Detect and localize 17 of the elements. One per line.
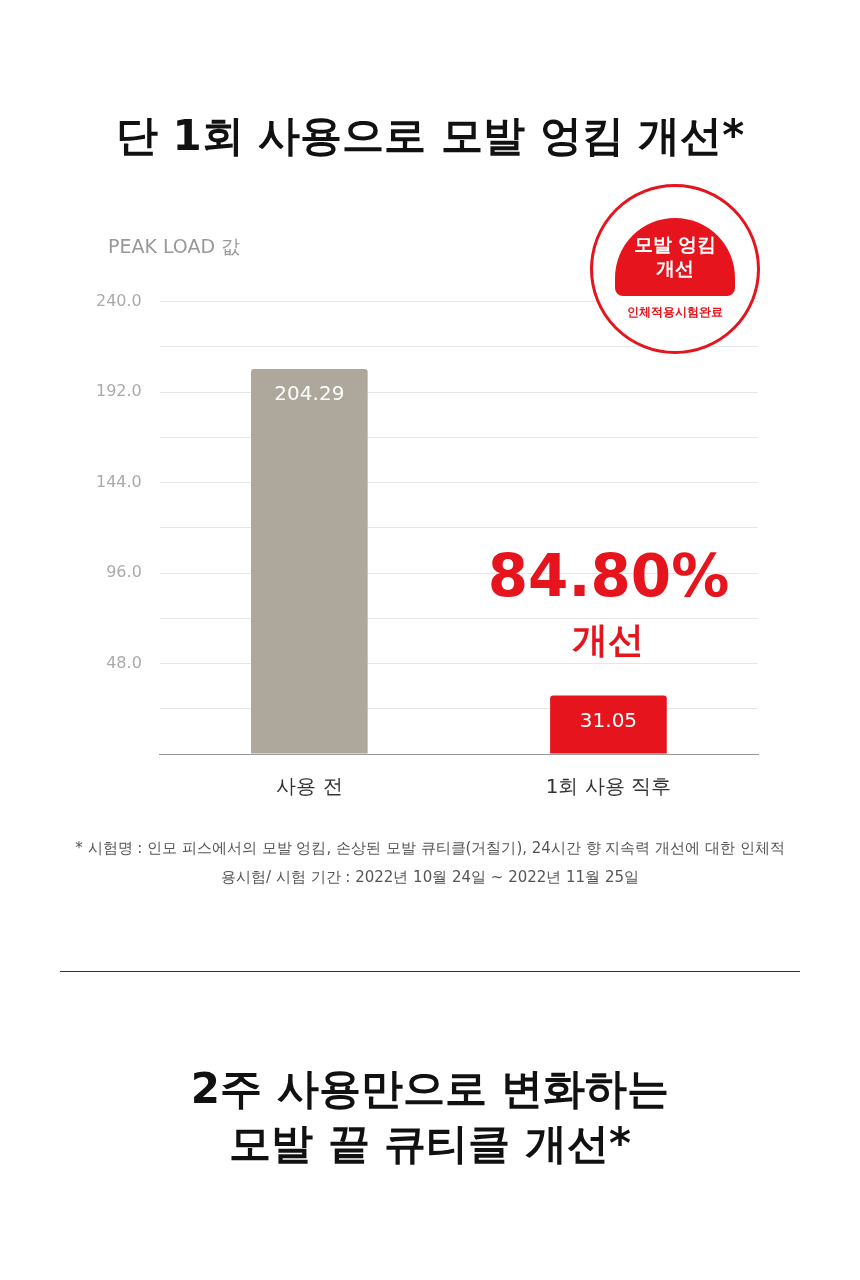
y-tick-label: 144.0 — [95, 471, 142, 491]
x-tick-label: 사용 전 — [276, 774, 343, 799]
annotation: 개선 — [572, 619, 645, 661]
text: * 시험명 : 인모 피스에서의 모발 엉킴, 손상된 모발 큐티클(거칠기), 24시간 향 지속력 개선에 대한 인체적용시험/ 시험 기간 : 2022년 10월 24일 ~ 2022년 11월 25일 — [74, 838, 786, 888]
data-label: 31.05 — [579, 707, 638, 732]
chart-title: 단 1회 사용으로 모발 엉킴 개선* — [114, 110, 746, 162]
text: 2주 사용만으로 변화하는 모발 끝 큐티클 개선* — [190, 1063, 670, 1170]
seal-badge: 모발 엉킴 개선 인체적용시험완료 — [590, 184, 760, 354]
y-tick-label: 192.0 — [95, 381, 142, 401]
y-tick-label: 48.0 — [106, 652, 142, 672]
x-tick-label: 1회 사용 직후 — [545, 774, 672, 799]
annotation: 인체적용시험완료 — [627, 303, 723, 321]
data-label: 204.29 — [274, 381, 345, 406]
y-tick-label: 96.0 — [106, 562, 142, 582]
y-tick-label: 240.0 — [95, 290, 142, 310]
annotation: 84.80% — [487, 541, 730, 610]
y-axis-title: PEAK LOAD 값 — [108, 234, 241, 259]
